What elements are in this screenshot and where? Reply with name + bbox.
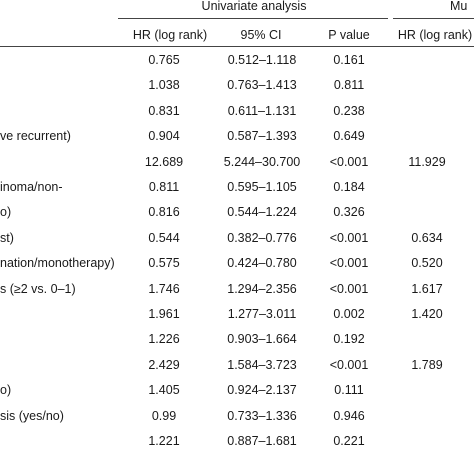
ci-value: 1.584–3.723 xyxy=(227,358,297,372)
multivariate-spanner-rule xyxy=(393,18,474,19)
hr-value: 0.811 xyxy=(148,180,180,194)
p-value: 0.946 xyxy=(333,409,365,423)
hr-value: 0.765 xyxy=(148,53,180,67)
hr-value: 0.575 xyxy=(148,256,180,270)
p-value: 0.111 xyxy=(334,383,364,397)
column-header-p-value: P value xyxy=(328,28,370,42)
p-value: <0.001 xyxy=(329,282,369,296)
hr-value: 0.904 xyxy=(148,129,180,143)
ci-value: 1.294–2.356 xyxy=(227,282,297,296)
row-label: sis (yes/no) xyxy=(0,409,64,423)
ci-value: 0.382–0.776 xyxy=(227,231,297,245)
hr-multivariate-value: 0.634 xyxy=(411,231,443,245)
row-label: o) xyxy=(0,383,12,397)
hr-value: 1.221 xyxy=(148,434,180,448)
p-value: <0.001 xyxy=(329,231,369,245)
ci-value: 0.587–1.393 xyxy=(227,129,297,143)
row-label: nation/monotherapy) xyxy=(0,256,115,270)
hr-value: 0.99 xyxy=(151,409,177,423)
column-header-hr: HR (log rank) xyxy=(132,28,208,42)
p-value: <0.001 xyxy=(329,256,369,270)
p-value: 0.002 xyxy=(333,307,365,321)
table-row: o) 0.816 0.544–1.224 0.326 xyxy=(0,205,474,229)
hr-value: 2.429 xyxy=(148,358,180,372)
row-label: inoma/non- xyxy=(0,180,63,194)
hr-multivariate-value: 1.789 xyxy=(411,358,443,372)
row-label: o) xyxy=(0,205,12,219)
p-value: 0.184 xyxy=(333,180,365,194)
ci-value: 0.424–0.780 xyxy=(227,256,297,270)
univariate-spanner-rule xyxy=(118,18,388,19)
row-label: s (≥2 vs. 0–1) xyxy=(0,282,76,296)
hr-value: 1.405 xyxy=(148,383,180,397)
table-row: 1.221 0.887–1.681 0.221 xyxy=(0,434,474,458)
ci-value: 5.244–30.700 xyxy=(223,155,301,169)
hr-value: 1.226 xyxy=(148,332,180,346)
hr-multivariate-value: 11.929 xyxy=(408,155,446,169)
table-row: 1.038 0.763–1.413 0.811 xyxy=(0,78,474,102)
p-value: 0.221 xyxy=(333,434,365,448)
hr-value: 0.831 xyxy=(148,104,180,118)
ci-value: 0.887–1.681 xyxy=(227,434,297,448)
table-row: 0.765 0.512–1.118 0.161 xyxy=(0,53,474,77)
hr-multivariate-value: 1.617 xyxy=(411,282,443,296)
table-row: o) 1.405 0.924–2.137 0.111 xyxy=(0,383,474,407)
table-row: nation/monotherapy) 0.575 0.424–0.780 <0.00… xyxy=(0,256,474,280)
hr-multivariate-value: 0.520 xyxy=(411,256,443,270)
column-header-hr-multivariate: HR (log rank) xyxy=(397,28,473,42)
table-row: 1.226 0.903–1.664 0.192 xyxy=(0,332,474,356)
table-row: 1.961 1.277–3.011 0.002 1.420 xyxy=(0,307,474,331)
p-value: 0.192 xyxy=(333,332,365,346)
ci-value: 1.277–3.011 xyxy=(227,307,297,321)
row-label: ve recurrent) xyxy=(0,129,71,143)
table-row: sis (yes/no) 0.99 0.733–1.336 0.946 xyxy=(0,409,474,433)
ci-value: 0.924–2.137 xyxy=(227,383,297,397)
p-value: 0.326 xyxy=(333,205,365,219)
column-header-95-ci: 95% CI xyxy=(240,28,282,42)
p-value: 0.238 xyxy=(333,104,365,118)
table-row: inoma/non- 0.811 0.595–1.105 0.184 xyxy=(0,180,474,204)
table-row: 12.689 5.244–30.700 <0.001 11.929 xyxy=(0,155,474,179)
hr-value: 1.961 xyxy=(148,307,180,321)
p-value: 0.161 xyxy=(333,53,365,67)
header-multivariate-analysis-partial: Mu xyxy=(450,0,468,13)
table-row: 0.831 0.611–1.131 0.238 xyxy=(0,104,474,128)
ci-value: 0.733–1.336 xyxy=(227,409,297,423)
hr-value: 12.689 xyxy=(144,155,184,169)
ci-value: 0.512–1.118 xyxy=(227,53,297,67)
hr-value: 1.746 xyxy=(148,282,180,296)
p-value: 0.649 xyxy=(333,129,365,143)
hr-value: 0.544 xyxy=(148,231,180,245)
header-bottom-rule xyxy=(0,46,474,47)
table-row: st) 0.544 0.382–0.776 <0.001 0.634 xyxy=(0,231,474,255)
table-row: ve recurrent) 0.904 0.587–1.393 0.649 xyxy=(0,129,474,153)
hr-value: 1.038 xyxy=(148,78,180,92)
p-value: <0.001 xyxy=(329,155,369,169)
ci-value: 0.611–1.131 xyxy=(227,104,297,118)
hr-multivariate-value: 1.420 xyxy=(411,307,443,321)
ci-value: 0.763–1.413 xyxy=(227,78,297,92)
table-row: s (≥2 vs. 0–1) 1.746 1.294–2.356 <0.001 1.61… xyxy=(0,282,474,306)
ci-value: 0.544–1.224 xyxy=(227,205,297,219)
hr-value: 0.816 xyxy=(148,205,180,219)
header-univariate-analysis: Univariate analysis xyxy=(201,0,307,13)
table-row: 2.429 1.584–3.723 <0.001 1.789 xyxy=(0,358,474,382)
row-label: st) xyxy=(0,231,14,245)
p-value: 0.811 xyxy=(333,78,365,92)
ci-value: 0.903–1.664 xyxy=(227,332,297,346)
p-value: <0.001 xyxy=(329,358,369,372)
ci-value: 0.595–1.105 xyxy=(227,180,297,194)
